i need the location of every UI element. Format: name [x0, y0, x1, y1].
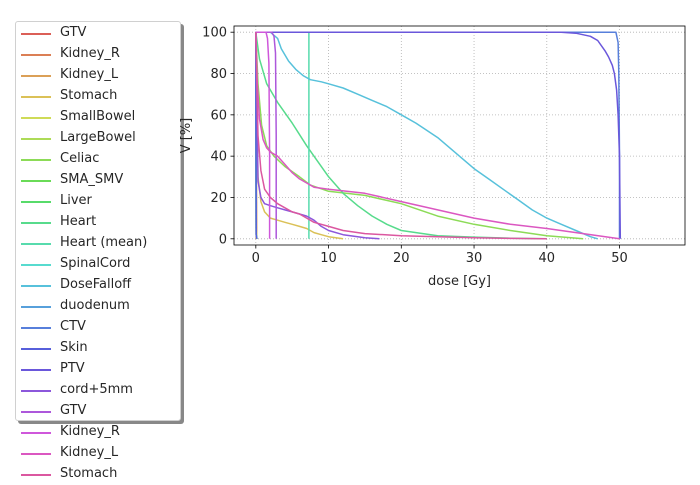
legend-label-18: GTV: [60, 403, 86, 418]
x-tick-label-3: 30: [466, 251, 483, 266]
legend-item-20: Kidney_L: [16, 443, 182, 464]
x-axis-label: dose [Gy]: [428, 274, 491, 289]
legend-label-21: Stomach: [60, 466, 117, 481]
x-tick-label-5: 50: [611, 251, 628, 266]
series-line-16: [256, 32, 621, 239]
series-line-20: [256, 32, 620, 239]
y-axis-label: V [%]: [179, 118, 194, 154]
legend-swatch-21: [21, 474, 51, 476]
series-line-18: [256, 32, 276, 239]
series-line-14: [256, 32, 620, 239]
legend-swatch-18: [21, 411, 51, 413]
legend-item-18: GTV: [16, 401, 182, 422]
x-tick-label-4: 40: [539, 251, 556, 266]
y-tick-label-5: 100: [202, 26, 227, 41]
series-line-6: [256, 32, 583, 239]
axes: 0 10 20 30 40 50 0 20 40 60 80 100 dose [Gy] V [%]: [179, 26, 685, 289]
series-line-9: [256, 32, 547, 239]
y-tick-label-0: 0: [219, 232, 227, 247]
legend-item-21: Stomach: [16, 464, 182, 485]
legend-item-19: Kidney_R: [16, 422, 182, 443]
legend-swatch-19: [21, 432, 51, 434]
chart: 0 10 20 30 40 50 0 20 40 60 80 100 dose [Gy] V [%]: [0, 0, 700, 400]
plot-frame: [234, 26, 685, 245]
legend-label-20: Kidney_L: [60, 445, 118, 460]
x-tick-label-1: 10: [320, 251, 337, 266]
plot-area: [256, 32, 621, 239]
legend-label-19: Kidney_R: [60, 424, 120, 439]
legend-swatch-20: [21, 453, 51, 455]
y-tick-label-1: 20: [210, 191, 227, 206]
y-tick-label-2: 40: [210, 150, 227, 165]
grid: [234, 26, 685, 245]
x-tick-label-2: 20: [393, 251, 410, 266]
y-tick-label-4: 80: [210, 67, 227, 82]
x-tick-label-0: 0: [252, 251, 260, 266]
y-tick-label-3: 60: [210, 108, 227, 123]
